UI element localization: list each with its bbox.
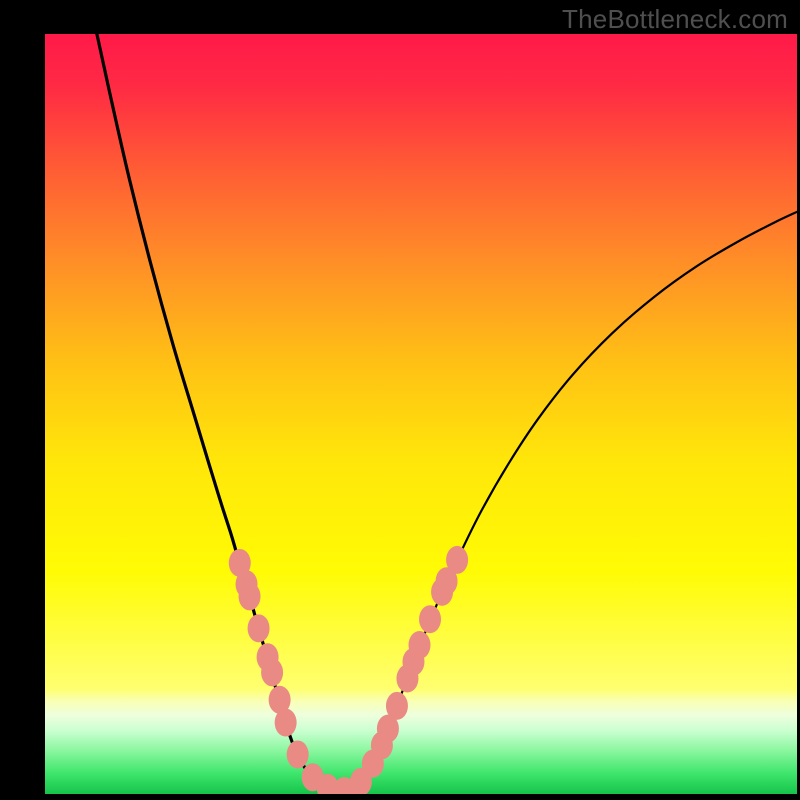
data-dot — [287, 740, 309, 768]
data-dot — [419, 605, 441, 633]
curve-right-branch — [340, 212, 797, 793]
curve-left-branch — [97, 34, 340, 792]
chart-svg — [45, 34, 797, 794]
watermark-text: TheBottleneck.com — [562, 4, 788, 35]
plot-area — [45, 34, 797, 794]
data-dot — [239, 582, 261, 610]
data-dot — [409, 631, 431, 659]
data-dot — [386, 692, 408, 720]
data-dots — [229, 546, 468, 794]
data-dot — [446, 546, 468, 574]
data-dot — [261, 658, 283, 686]
data-dot — [248, 614, 270, 642]
data-dot — [275, 709, 297, 737]
